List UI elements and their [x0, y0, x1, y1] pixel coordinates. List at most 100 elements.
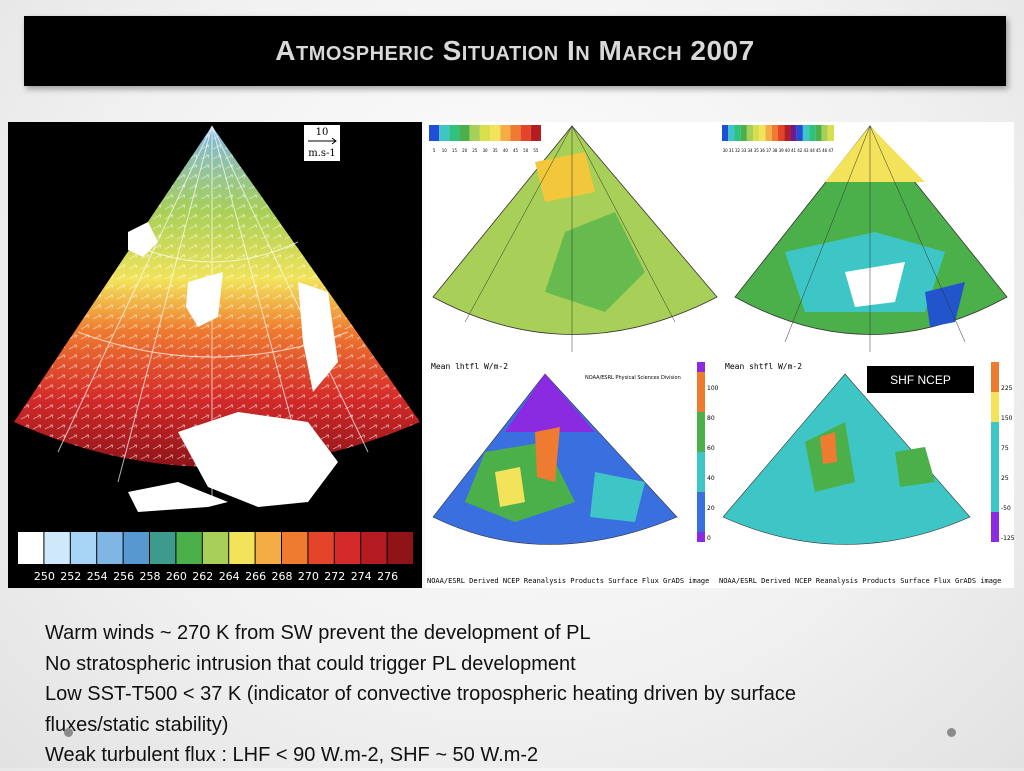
scale-swatch — [790, 125, 797, 141]
flux-scale-label: 80 — [707, 415, 715, 422]
flux-maps-panel: 5 10 15 20 25 30 35 40 45 50 55 30 31 32 33 34 35 36 37 38… — [425, 122, 1014, 588]
scale-label: 33 — [741, 148, 747, 153]
scale-label: 34 — [747, 148, 753, 153]
scale-swatch — [809, 125, 816, 141]
scale-label: 36 — [760, 148, 766, 153]
colorbar-swatch — [282, 532, 308, 564]
scale-swatch — [520, 125, 531, 141]
colorbar-label: 252 — [60, 570, 81, 583]
bullet-line: Warm winds ~ 270 K from SW prevent the d… — [45, 622, 591, 644]
flux-scale-label: -50 — [1001, 505, 1011, 512]
colorbar-label: 274 — [351, 570, 372, 583]
scale-swatch — [796, 125, 803, 141]
scale-label: 45 — [816, 148, 822, 153]
decorative-dot — [947, 728, 956, 737]
shf-footer: NOAA/ESRL Derived NCEP Reanalysis Produc… — [719, 577, 1001, 585]
slide-body: Warm winds ~ 270 K from SW prevent the d… — [45, 618, 985, 771]
scale-label: 55 — [533, 148, 539, 153]
wind-temperature-map: 10 m.s-1 250 252 254 256 258 260 262 264 266 268 2… — [8, 122, 422, 588]
scale-swatch — [778, 125, 785, 141]
colorbar-swatch — [255, 532, 281, 564]
scale-label: 20 — [462, 148, 468, 153]
flux-maps-svg: 5 10 15 20 25 30 35 40 45 50 55 30 31 32 33 34 35 36 37 38… — [427, 125, 1014, 585]
flux-scale-label: 40 — [707, 475, 715, 482]
scale-label: 40 — [503, 148, 509, 153]
scale-swatch — [815, 125, 822, 141]
shf-title: Mean shtfl W/m-2 — [725, 362, 802, 371]
scale-swatch — [753, 125, 760, 141]
bullet-line: Weak turbulent flux : LHF < 90 W.m-2, SH… — [45, 744, 539, 766]
scale-swatch — [821, 125, 828, 141]
bullet-line: fluxes/static stability) — [45, 713, 229, 736]
scale-swatch — [740, 125, 747, 141]
flux-scale-label: 75 — [1001, 445, 1009, 452]
scale-label: 37 — [766, 148, 772, 153]
colorbar-swatch — [361, 532, 387, 564]
colorbar-swatch — [176, 532, 202, 564]
scale-label: 35 — [754, 148, 760, 153]
scale-swatch — [765, 125, 772, 141]
scale-swatch — [734, 125, 741, 141]
scale-swatch — [784, 125, 791, 141]
slide-title: Atmospheric Situation In March 2007 — [275, 35, 755, 66]
decorative-dot — [64, 728, 73, 737]
scale-label: 5 — [433, 148, 436, 153]
scale-label: 35 — [493, 148, 499, 153]
flux-scale-label: 25 — [1001, 475, 1009, 482]
scale-label: 45 — [513, 148, 519, 153]
scale-swatch — [449, 125, 460, 141]
colorbar-swatch — [202, 532, 229, 564]
scale-label: 15 — [452, 148, 458, 153]
flux-scale-label: 20 — [707, 505, 715, 512]
colorbar-swatch — [334, 532, 361, 564]
scale-label: 40 — [785, 148, 791, 153]
colorbar-swatch — [97, 532, 123, 564]
lhf-title: Mean lhtfl W/m-2 — [431, 362, 508, 371]
scale-label: 30 — [723, 148, 729, 153]
flux-scale-label: -125 — [1001, 535, 1014, 542]
top-right-colorbar: 30 31 32 33 34 35 36 37 38 39 40 41 42 43 44 45 46 47 — [722, 125, 834, 153]
scale-swatch — [439, 125, 450, 141]
shf-ncep-label: SHF NCEP — [867, 366, 974, 393]
scale-swatch — [459, 125, 470, 141]
scale-label: 25 — [472, 148, 478, 153]
colorbar-swatch — [18, 532, 44, 564]
flux-scale-label: 100 — [707, 385, 719, 392]
scale-label: 39 — [779, 148, 785, 153]
scale-label: 43 — [803, 148, 809, 153]
colorbar-label: 268 — [272, 570, 293, 583]
colorbar-swatch — [123, 532, 149, 564]
wind-scale-unit: m.s-1 — [308, 148, 336, 159]
scale-label: 42 — [797, 148, 803, 153]
colorbar-swatch — [387, 532, 413, 564]
scale-swatch — [530, 125, 541, 141]
scale-swatch — [479, 125, 491, 141]
bullet-line: No stratospheric intrusion that could tr… — [45, 652, 576, 675]
flux-scale-label: 225 — [1001, 385, 1013, 392]
colorbar-label: 260 — [166, 570, 187, 583]
colorbar-label: 264 — [219, 570, 240, 583]
lhf-credit: NOAA/ESRL Physical Sciences Division — [585, 375, 681, 381]
colorbar-label: 254 — [87, 570, 108, 583]
scale-swatch — [429, 125, 440, 141]
shf-scale-labels: 225 150 75 25 -50 -125 — [1001, 385, 1014, 542]
flux-scale-label: 150 — [1001, 415, 1013, 422]
lhf-footer: NOAA/ESRL Derived NCEP Reanalysis Produc… — [427, 577, 709, 585]
flux-scale-label: 0 — [707, 535, 711, 542]
colorbar-label: 270 — [298, 570, 319, 583]
scale-label: 44 — [810, 148, 816, 153]
scale-swatch — [746, 125, 754, 141]
scale-swatch — [490, 125, 501, 141]
scale-label: 31 — [729, 148, 735, 153]
scale-swatch — [728, 125, 735, 141]
colorbar-swatch — [308, 532, 334, 564]
scale-label: 47 — [828, 148, 834, 153]
colorbar-label: 272 — [324, 570, 345, 583]
scale-label: 50 — [523, 148, 529, 153]
scale-swatch — [510, 125, 521, 141]
flux-scale-label: 60 — [707, 445, 715, 452]
scale-swatch — [771, 125, 778, 141]
colorbar-swatch — [150, 532, 176, 564]
scale-label: 38 — [772, 148, 778, 153]
scale-label: 46 — [822, 148, 828, 153]
